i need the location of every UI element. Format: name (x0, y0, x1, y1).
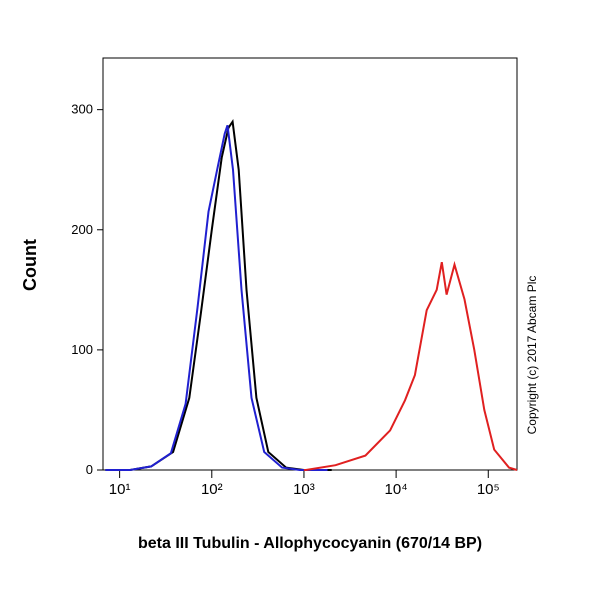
y-tick-label: 100 (71, 342, 93, 357)
y-tick-label: 300 (71, 102, 93, 117)
series-line (303, 260, 518, 471)
series-line (105, 118, 332, 471)
series-line (105, 124, 328, 471)
y-axis-label: Count (20, 239, 40, 291)
x-tick-label: 10³ (293, 481, 315, 498)
copyright: Copyright (c) 2017 Abcam Plc (525, 276, 539, 435)
x-tick-label: 10⁵ (477, 481, 500, 498)
y-tick-label: 0 (86, 462, 93, 477)
x-tick-label: 10⁴ (385, 481, 408, 498)
x-tick-label: 10² (201, 481, 223, 498)
y-tick-label: 200 (71, 222, 93, 237)
x-tick-label: 10¹ (109, 481, 131, 498)
x-axis-label: beta III Tubulin - Allophycocyanin (670/… (138, 535, 482, 552)
